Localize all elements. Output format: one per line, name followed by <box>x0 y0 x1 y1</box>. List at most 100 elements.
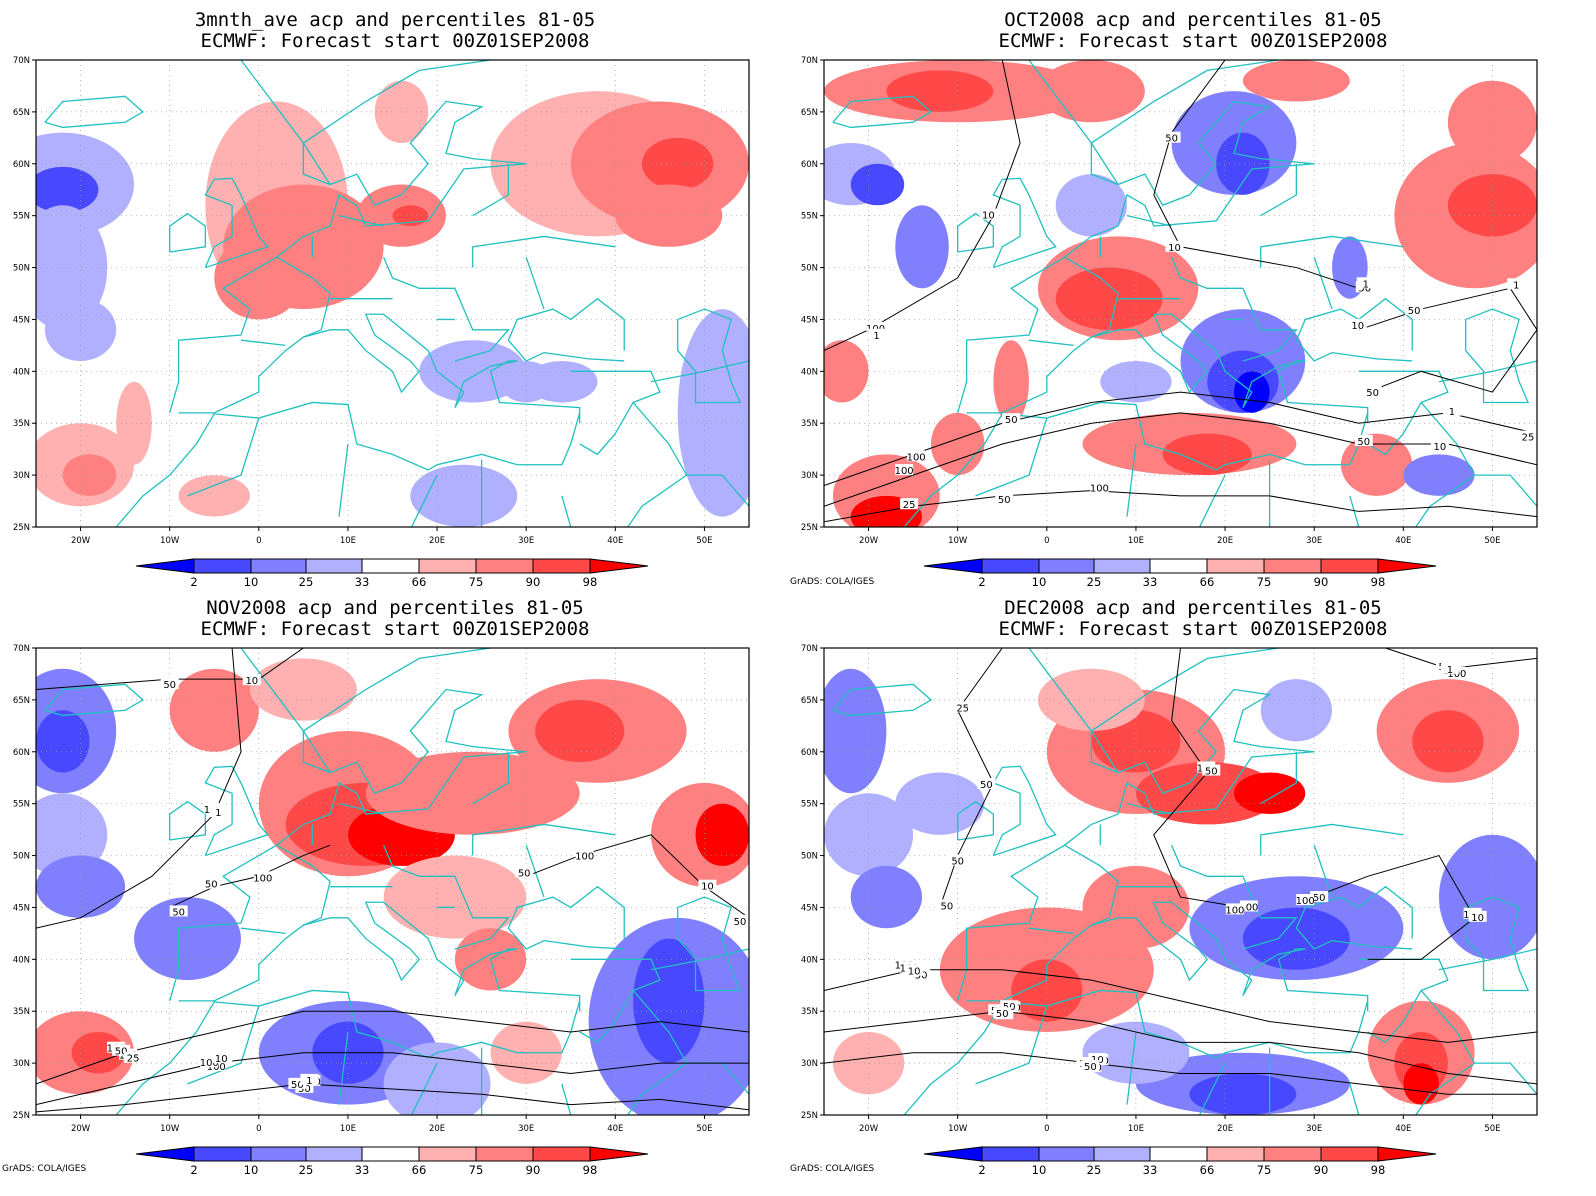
contour-label: 25 <box>956 703 969 714</box>
colorbar-label: 90 <box>526 575 541 589</box>
coastline <box>169 212 206 253</box>
percentile-patch <box>1233 772 1306 815</box>
percentile-patch <box>1242 907 1350 970</box>
colorbar-arrow-left <box>135 558 195 574</box>
colorbar-label: 2 <box>978 575 985 589</box>
colorbar-box <box>1149 558 1208 574</box>
percentile-patch <box>824 340 869 403</box>
lon-tick-label: 50E <box>1484 536 1500 546</box>
coastline <box>1028 648 1119 773</box>
contour-label-bg <box>1202 764 1221 776</box>
contour-label-bg <box>1002 413 1021 425</box>
contour-label: 50 <box>291 1080 304 1091</box>
colorbar-box <box>1038 1146 1095 1162</box>
contour-label-bg <box>253 871 272 883</box>
coastline <box>1349 495 1360 527</box>
colorbar-label: 66 <box>1200 575 1215 589</box>
colorbar-label: 98 <box>583 575 598 589</box>
percentile-patch <box>886 70 994 112</box>
colorbar-box <box>981 558 1040 574</box>
colorbar-label: 10 <box>1032 575 1047 589</box>
panel-title-line1: NOV2008 acp and percentiles 81-05 <box>206 597 584 619</box>
colorbar-label: 98 <box>1371 575 1386 589</box>
coastline <box>1295 297 1413 362</box>
coastline <box>240 60 331 185</box>
country-border <box>1367 401 1476 476</box>
coastline <box>957 212 994 253</box>
colorbar-arrow-right <box>589 1146 649 1162</box>
panel-title-line2: ECMWF: Forecast start 00Z01SEP2008 <box>200 618 590 640</box>
colorbar-box <box>1093 558 1151 574</box>
credit-label: GrADS: COLA/IGES <box>790 577 875 587</box>
contour-label: 50 <box>172 907 185 918</box>
percentile-patch <box>895 205 949 289</box>
percentile-patch <box>36 710 90 773</box>
contour-label: 100 <box>207 1062 226 1073</box>
panel-title-line2: ECMWF: Forecast start 00Z01SEP2008 <box>998 618 1388 640</box>
percentile-patch <box>383 855 527 939</box>
contour-label-bg <box>1225 903 1244 915</box>
colorbar-label: 33 <box>1143 1163 1158 1177</box>
colorbar-box <box>1093 1146 1151 1162</box>
colorbar-box <box>532 1146 591 1162</box>
lat-tick-label: 40N <box>13 367 30 377</box>
contour-label-bg <box>937 899 956 911</box>
contour-label: 50 <box>1357 437 1370 448</box>
percentile-patch <box>1189 1073 1297 1115</box>
percentile-patch <box>850 163 905 206</box>
colorbar-label: 25 <box>299 1163 314 1177</box>
lat-tick-label: 70N <box>13 56 30 66</box>
coastline <box>1028 60 1119 185</box>
contour-label-bg <box>698 879 717 891</box>
colorbar-box <box>361 1146 420 1162</box>
country-border <box>1367 989 1476 1064</box>
colorbar-label: 66 <box>1200 1163 1215 1177</box>
contour-label: 100 <box>1296 896 1315 907</box>
coastline <box>832 95 933 129</box>
percentile-patch <box>1100 360 1172 403</box>
contour-label: 100 <box>895 466 914 477</box>
contour-line <box>526 834 749 919</box>
lat-tick-label: 45N <box>801 903 818 913</box>
contour-label: 50 <box>1313 893 1326 904</box>
lon-tick-label: 10E <box>1128 536 1144 546</box>
contour-label-bg <box>1088 1053 1107 1065</box>
contour-label: 10 <box>1434 442 1447 453</box>
panel-title-line1: OCT2008 acp and percentiles 81-05 <box>1004 9 1382 31</box>
lat-axis: 70N 65N 60N 55N 50N 45N 40N 35N 30N 25N <box>13 56 36 533</box>
percentile-patch <box>1438 834 1537 960</box>
colorbar-box <box>361 558 420 574</box>
country-border <box>472 751 510 805</box>
coastline <box>992 177 1057 269</box>
lon-tick-label: 10W <box>948 1124 968 1134</box>
colorbar: 2 10 25 33 66 75 90 98 <box>923 558 1437 589</box>
contour-label: 50 <box>951 857 964 868</box>
coastline <box>507 297 625 362</box>
colorbar-box <box>193 558 252 574</box>
percentile-patch <box>116 381 152 465</box>
colorbar-box <box>981 1146 1040 1162</box>
lat-tick-label: 25N <box>801 1111 818 1121</box>
lat-tick-label: 25N <box>13 523 30 533</box>
map-frame <box>823 647 1538 1116</box>
contour-label: 100 <box>200 1058 219 1069</box>
contour-line <box>36 648 242 929</box>
colorbar-label: 90 <box>1314 575 1329 589</box>
contour-labels: 1005010010050501005050102510105010251115… <box>866 131 1537 511</box>
coastline <box>966 901 1369 1012</box>
lon-tick-label: 10E <box>340 1124 356 1134</box>
lat-tick-label: 45N <box>13 903 30 913</box>
coastline <box>169 800 206 841</box>
contour-line <box>824 60 1021 352</box>
country-border <box>187 1005 260 1085</box>
coastline <box>561 1083 572 1115</box>
panel-3mnth: 3mnth_ave acp and percentiles 81-05 ECMW… <box>0 0 790 590</box>
coastline <box>178 901 581 1012</box>
contour-label: 50 <box>1408 306 1421 317</box>
colorbar-label: 10 <box>1032 1163 1047 1177</box>
contour-label: 1 <box>1449 407 1455 418</box>
contour-label: 1 <box>306 1076 312 1087</box>
lat-tick-label: 55N <box>801 800 818 810</box>
lon-tick-label: 30E <box>1306 1124 1322 1134</box>
contour-label: 50 <box>163 680 176 691</box>
